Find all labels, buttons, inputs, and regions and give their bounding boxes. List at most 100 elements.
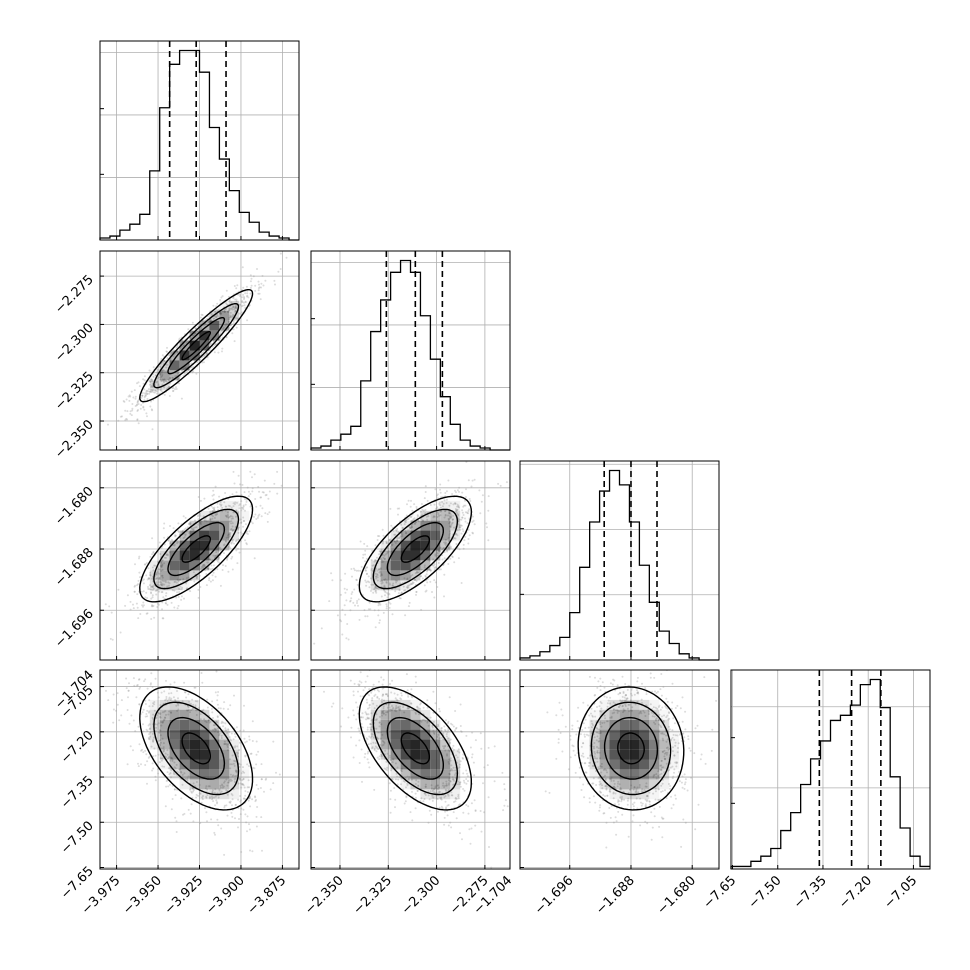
scatter-point [606,794,609,797]
scatter-point [149,405,152,408]
scatter-point [241,783,244,786]
scatter-point [257,515,260,517]
scatter-point [205,796,208,799]
scatter-point [177,771,180,774]
scatter-point [118,719,121,722]
scatter-point [619,699,622,702]
scatter-point [166,699,169,702]
scatter-point [592,724,594,727]
scatter-point [241,779,244,782]
scatter-point [211,517,214,520]
scatter-point [202,795,204,797]
scatter-point [423,792,426,795]
scatter-point [257,280,260,283]
scatter-point [224,539,227,542]
density-cell [649,739,660,750]
scatter-point [192,703,195,706]
scatter-point [378,553,381,556]
scatter-point [444,810,447,813]
density-cell [199,550,210,561]
scatter-point [452,748,455,751]
scatter-point [663,714,665,717]
scatter-point [576,720,579,723]
density-cell [400,729,411,740]
scatter-point [223,310,226,313]
scatter-point [609,816,612,819]
scatter-point [169,377,171,380]
scatter-point [449,525,452,528]
scatter-point [204,807,206,810]
scatter-point [156,723,159,726]
scatter-point [181,529,184,532]
scatter-point [365,712,368,715]
scatter-point [388,754,391,757]
scatter-point [137,765,140,768]
scatter-point [438,550,441,553]
scatter-point [438,786,440,789]
scatter-point [447,519,450,521]
scatter-point [468,508,470,511]
scatter-point [373,657,375,659]
scatter-point [676,734,679,737]
scatter-point [382,578,385,581]
scatter-point [467,805,470,808]
scatter-point [343,587,346,590]
scatter-point [420,797,423,800]
scatter-point [561,714,564,717]
scatter-point [439,488,441,491]
scatter-point [426,721,429,724]
scatter-point [231,798,234,801]
scatter-point [217,308,220,311]
scatter-point [415,681,417,684]
scatter-point [665,740,668,743]
scatter-point [389,602,392,605]
scatter-point [577,706,580,709]
scatter-point [380,753,383,756]
scatter-point [249,805,252,808]
scatter-point [446,737,449,740]
scatter-point [227,533,230,536]
scatter-point [240,799,242,802]
scatter-point [652,774,655,777]
scatter-point [166,553,169,556]
density-cell [219,310,230,321]
scatter-point [192,528,195,531]
scatter-point [134,397,137,400]
scatter-point [215,670,218,673]
scatter-point [240,521,243,524]
scatter-point [190,527,193,530]
scatter-point [140,590,143,593]
scatter-point [359,716,362,719]
scatter-point [164,756,167,758]
scatter-point [427,515,430,518]
scatter-point [474,739,477,742]
scatter-point [422,509,425,512]
scatter-point [152,755,155,758]
density-cell [599,749,610,760]
panel-frame [99,40,300,241]
scatter-point [623,699,626,702]
scatter-point [183,536,186,539]
scatter-point [132,603,134,606]
scatter-point [237,826,239,829]
scatter-point [395,698,398,701]
scatter-point [647,710,650,713]
scatter-point [173,788,176,791]
density-cell [179,550,190,561]
scatter-point [422,706,425,709]
scatter-point [378,690,380,693]
scatter-point [138,703,141,706]
scatter-point [391,657,393,659]
scatter-point [259,787,262,789]
scatter-point [594,752,596,755]
scatter-point [410,708,413,711]
scatter-point [571,744,574,747]
scatter-point [609,702,611,705]
scatter-point [176,578,179,581]
scatter-point [645,782,648,785]
density-cell [669,759,680,770]
scatter-point [233,694,235,697]
scatter-point [672,733,675,736]
scatter-point [427,794,430,797]
density-cell [580,730,590,740]
